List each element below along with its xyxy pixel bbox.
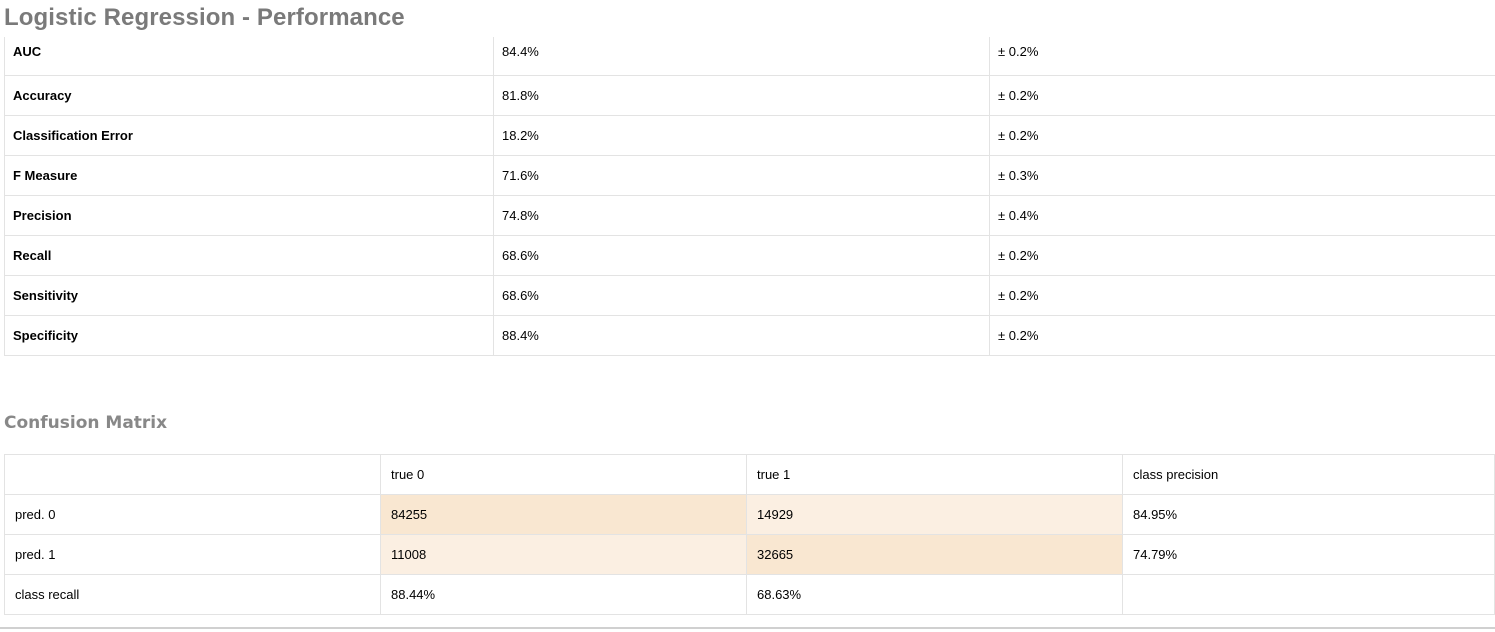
table-row: Precision 74.8% ± 0.4% bbox=[4, 194, 1495, 235]
header-cell: class precision bbox=[1122, 454, 1495, 495]
row-label: pred. 1 bbox=[4, 534, 381, 575]
confusion-matrix-table: true 0 true 1 class precision pred. 0 84… bbox=[4, 454, 1495, 615]
class-precision-cell: 84.95% bbox=[1122, 494, 1495, 535]
matrix-cell: 11008 bbox=[380, 534, 747, 575]
table-row: pred. 1 11008 32665 74.79% bbox=[4, 534, 1495, 575]
metric-name: F Measure bbox=[4, 154, 494, 195]
metric-deviation: ± 0.2% bbox=[989, 37, 1495, 75]
table-row: Classification Error 18.2% ± 0.2% bbox=[4, 114, 1495, 155]
metric-name: Sensitivity bbox=[4, 274, 494, 315]
metric-deviation: ± 0.3% bbox=[989, 154, 1495, 195]
metric-value: 68.6% bbox=[493, 234, 990, 275]
table-row: AUC 84.4% ± 0.2% bbox=[4, 37, 1495, 75]
metric-value: 81.8% bbox=[493, 74, 990, 115]
metric-deviation: ± 0.2% bbox=[989, 314, 1495, 356]
matrix-cell: 84255 bbox=[380, 494, 747, 535]
table-header-row: true 0 true 1 class precision bbox=[4, 454, 1495, 495]
class-recall-cell: 88.44% bbox=[380, 574, 747, 615]
metric-deviation: ± 0.4% bbox=[989, 194, 1495, 235]
table-row: class recall 88.44% 68.63% bbox=[4, 574, 1495, 615]
row-label: class recall bbox=[4, 574, 381, 615]
metric-value: 88.4% bbox=[493, 314, 990, 356]
metric-value: 68.6% bbox=[493, 274, 990, 315]
metric-name: Classification Error bbox=[4, 114, 494, 155]
metric-value: 18.2% bbox=[493, 114, 990, 155]
metric-name: Precision bbox=[4, 194, 494, 235]
metric-name: Specificity bbox=[4, 314, 494, 356]
metric-deviation: ± 0.2% bbox=[989, 274, 1495, 315]
page-title: Logistic Regression - Performance bbox=[4, 4, 405, 31]
table-row: F Measure 71.6% ± 0.3% bbox=[4, 154, 1495, 195]
empty-cell bbox=[1122, 574, 1495, 615]
metric-deviation: ± 0.2% bbox=[989, 234, 1495, 275]
metric-value: 71.6% bbox=[493, 154, 990, 195]
row-label: pred. 0 bbox=[4, 494, 381, 535]
metric-deviation: ± 0.2% bbox=[989, 74, 1495, 115]
class-recall-cell: 68.63% bbox=[746, 574, 1123, 615]
metric-name: Accuracy bbox=[4, 74, 494, 115]
metric-name: AUC bbox=[4, 37, 494, 75]
table-row: Specificity 88.4% ± 0.2% bbox=[4, 314, 1495, 356]
metric-deviation: ± 0.2% bbox=[989, 114, 1495, 155]
table-row: Sensitivity 68.6% ± 0.2% bbox=[4, 274, 1495, 315]
metric-value: 84.4% bbox=[493, 37, 990, 75]
matrix-cell: 32665 bbox=[746, 534, 1123, 575]
header-cell: true 1 bbox=[746, 454, 1123, 495]
header-cell bbox=[4, 454, 381, 495]
metric-name: Recall bbox=[4, 234, 494, 275]
matrix-cell: 14929 bbox=[746, 494, 1123, 535]
table-row: Accuracy 81.8% ± 0.2% bbox=[4, 74, 1495, 115]
table-row: pred. 0 84255 14929 84.95% bbox=[4, 494, 1495, 535]
table-row: Recall 68.6% ± 0.2% bbox=[4, 234, 1495, 275]
confusion-matrix-title: Confusion Matrix bbox=[4, 413, 168, 433]
metric-value: 74.8% bbox=[493, 194, 990, 235]
bottom-divider bbox=[0, 627, 1495, 629]
header-cell: true 0 bbox=[380, 454, 747, 495]
performance-table: AUC 84.4% ± 0.2% Accuracy 81.8% ± 0.2% C… bbox=[4, 37, 1495, 356]
class-precision-cell: 74.79% bbox=[1122, 534, 1495, 575]
